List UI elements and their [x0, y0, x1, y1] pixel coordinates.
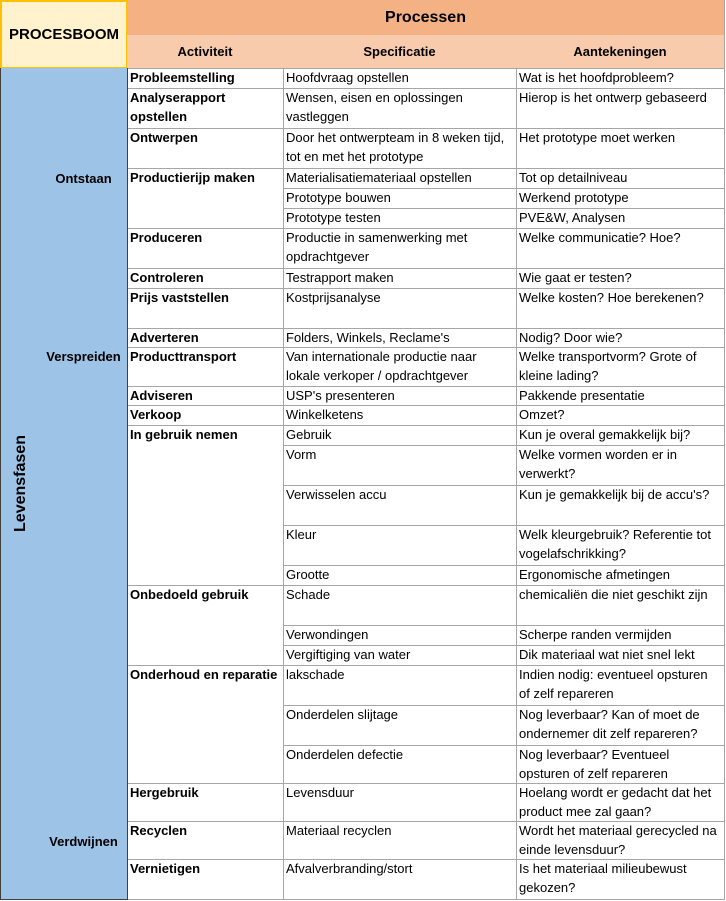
activity-cell: Productierijp maken [127, 168, 284, 229]
activity-cell: Hergebruik [127, 783, 284, 822]
specification-cell: Kostprijsanalyse [283, 288, 517, 329]
specification-cell: lakschade [283, 665, 517, 706]
notes-cell: Wie gaat er testen? [516, 268, 725, 289]
notes-cell: Nog leverbaar? Kan of moet de ondernemer… [516, 705, 725, 746]
specification-cell: Materiaal recyclen [283, 821, 517, 860]
notes-cell: Indien nodig: eventueel opsturen of zelf… [516, 665, 725, 706]
notes-cell: PVE&W, Analysen [516, 208, 725, 229]
specification-cell: Onderdelen slijtage [283, 705, 517, 746]
specification-cell: Onderdelen defectie [283, 745, 517, 784]
specification-cell: USP's presenteren [283, 386, 517, 406]
specification-cell: Testrapport maken [283, 268, 517, 289]
activity-cell: Ontwerpen [127, 128, 284, 169]
notes-cell: Kun je overal gemakkelijk bij? [516, 425, 725, 446]
notes-cell: Welk kleurgebruik? Referentie tot vogela… [516, 525, 725, 566]
specification-cell: Verwisselen accu [283, 485, 517, 526]
specification-cell: Hoofdvraag opstellen [283, 68, 517, 89]
notes-cell: chemicaliën die niet geschikt zijn [516, 585, 725, 626]
specification-cell: Kleur [283, 525, 517, 566]
notes-cell: Pakkende presentatie [516, 386, 725, 406]
side-label-cell: Levensfasen [0, 68, 41, 900]
notes-cell: Kun je gemakkelijk bij de accu's? [516, 485, 725, 526]
activity-cell: Verkoop [127, 405, 284, 426]
notes-cell: Dik materiaal wat niet snel lekt [516, 645, 725, 666]
activity-cell: Produceren [127, 228, 284, 269]
notes-cell: Wat is het hoofdprobleem? [516, 68, 725, 89]
notes-cell: Is het materiaal milieubewust gekozen? [516, 859, 725, 900]
notes-cell: Welke vormen worden er in verwerkt? [516, 445, 725, 486]
notes-cell: Hoelang wordt er gedacht dat het product… [516, 783, 725, 822]
phase-cell: Verdwijnen [40, 783, 128, 900]
specification-cell: Schade [283, 585, 517, 626]
notes-cell: Het prototype moet werken [516, 128, 725, 169]
activity-cell: Analyserapport opstellen [127, 88, 284, 129]
processes-header: Processen [127, 0, 725, 36]
activity-cell: Probleemstelling [127, 68, 284, 89]
notes-cell: Hierop is het ontwerp gebaseerd [516, 88, 725, 129]
specification-cell: Prototype bouwen [283, 188, 517, 209]
activity-cell: In gebruik nemen [127, 425, 284, 586]
activity-cell: Producttransport [127, 347, 284, 387]
specification-cell: Folders, Winkels, Reclame's [283, 328, 517, 348]
specification-cell: Wensen, eisen en oplossingen vastleggen [283, 88, 517, 129]
activity-cell: Vernietigen [127, 859, 284, 900]
specification-cell: Prototype testen [283, 208, 517, 229]
specification-cell: Levensduur [283, 783, 517, 822]
phase-cell [40, 425, 128, 784]
notes-cell: Nog leverbaar? Eventueel opsturen of zel… [516, 745, 725, 784]
specification-cell: Gebruik [283, 425, 517, 446]
notes-cell: Werkend prototype [516, 188, 725, 209]
phase-cell: Ontstaan [40, 68, 128, 289]
specification-cell: Door het ontwerpteam in 8 weken tijd, to… [283, 128, 517, 169]
notes-cell: Welke kosten? Hoe berekenen? [516, 288, 725, 329]
specification-cell: Grootte [283, 565, 517, 586]
side-label: Levensfasen [12, 435, 29, 532]
notes-cell: Welke communicatie? Hoe? [516, 228, 725, 269]
column-header: Activiteit [127, 35, 284, 69]
specification-cell: Materialisatiemateriaal opstellen [283, 168, 517, 189]
activity-cell: Controleren [127, 268, 284, 289]
notes-cell: Nodig? Door wie? [516, 328, 725, 348]
activity-cell: Prijs vaststellen [127, 288, 284, 329]
column-header: Specificatie [283, 35, 517, 69]
notes-cell: Ergonomische afmetingen [516, 565, 725, 586]
notes-cell: Welke transportvorm? Grote of kleine lad… [516, 347, 725, 387]
activity-cell: Onbedoeld gebruik [127, 585, 284, 666]
notes-cell: Omzet? [516, 405, 725, 426]
specification-cell: Verwondingen [283, 625, 517, 646]
activity-cell: Adviseren [127, 386, 284, 406]
title-cell: PROCESBOOM [0, 0, 128, 69]
phase-cell: Verspreiden [40, 288, 128, 426]
activity-cell: Adverteren [127, 328, 284, 348]
notes-cell: Scherpe randen vermijden [516, 625, 725, 646]
specification-cell: Productie in samenwerking met opdrachtge… [283, 228, 517, 269]
specification-cell: Winkelketens [283, 405, 517, 426]
notes-cell: Tot op detailniveau [516, 168, 725, 189]
activity-cell: Onderhoud en reparatie [127, 665, 284, 784]
specification-cell: Van internationale productie naar lokale… [283, 347, 517, 387]
specification-cell: Vorm [283, 445, 517, 486]
specification-cell: Vergiftiging van water [283, 645, 517, 666]
column-header: Aantekeningen [516, 35, 725, 69]
activity-cell: Recyclen [127, 821, 284, 860]
notes-cell: Wordt het materiaal gerecycled na einde … [516, 821, 725, 860]
specification-cell: Afvalverbranding/stort [283, 859, 517, 900]
